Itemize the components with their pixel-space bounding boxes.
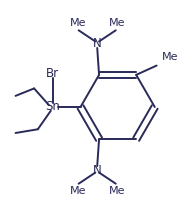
Text: Me: Me xyxy=(108,186,125,196)
Text: Me: Me xyxy=(70,18,86,28)
Text: Br: Br xyxy=(46,67,59,80)
Text: N: N xyxy=(93,37,102,50)
Text: Me: Me xyxy=(70,186,86,196)
Text: Sn: Sn xyxy=(45,101,60,113)
Text: N: N xyxy=(93,164,102,177)
Text: Me: Me xyxy=(162,52,179,62)
Text: Me: Me xyxy=(108,18,125,28)
